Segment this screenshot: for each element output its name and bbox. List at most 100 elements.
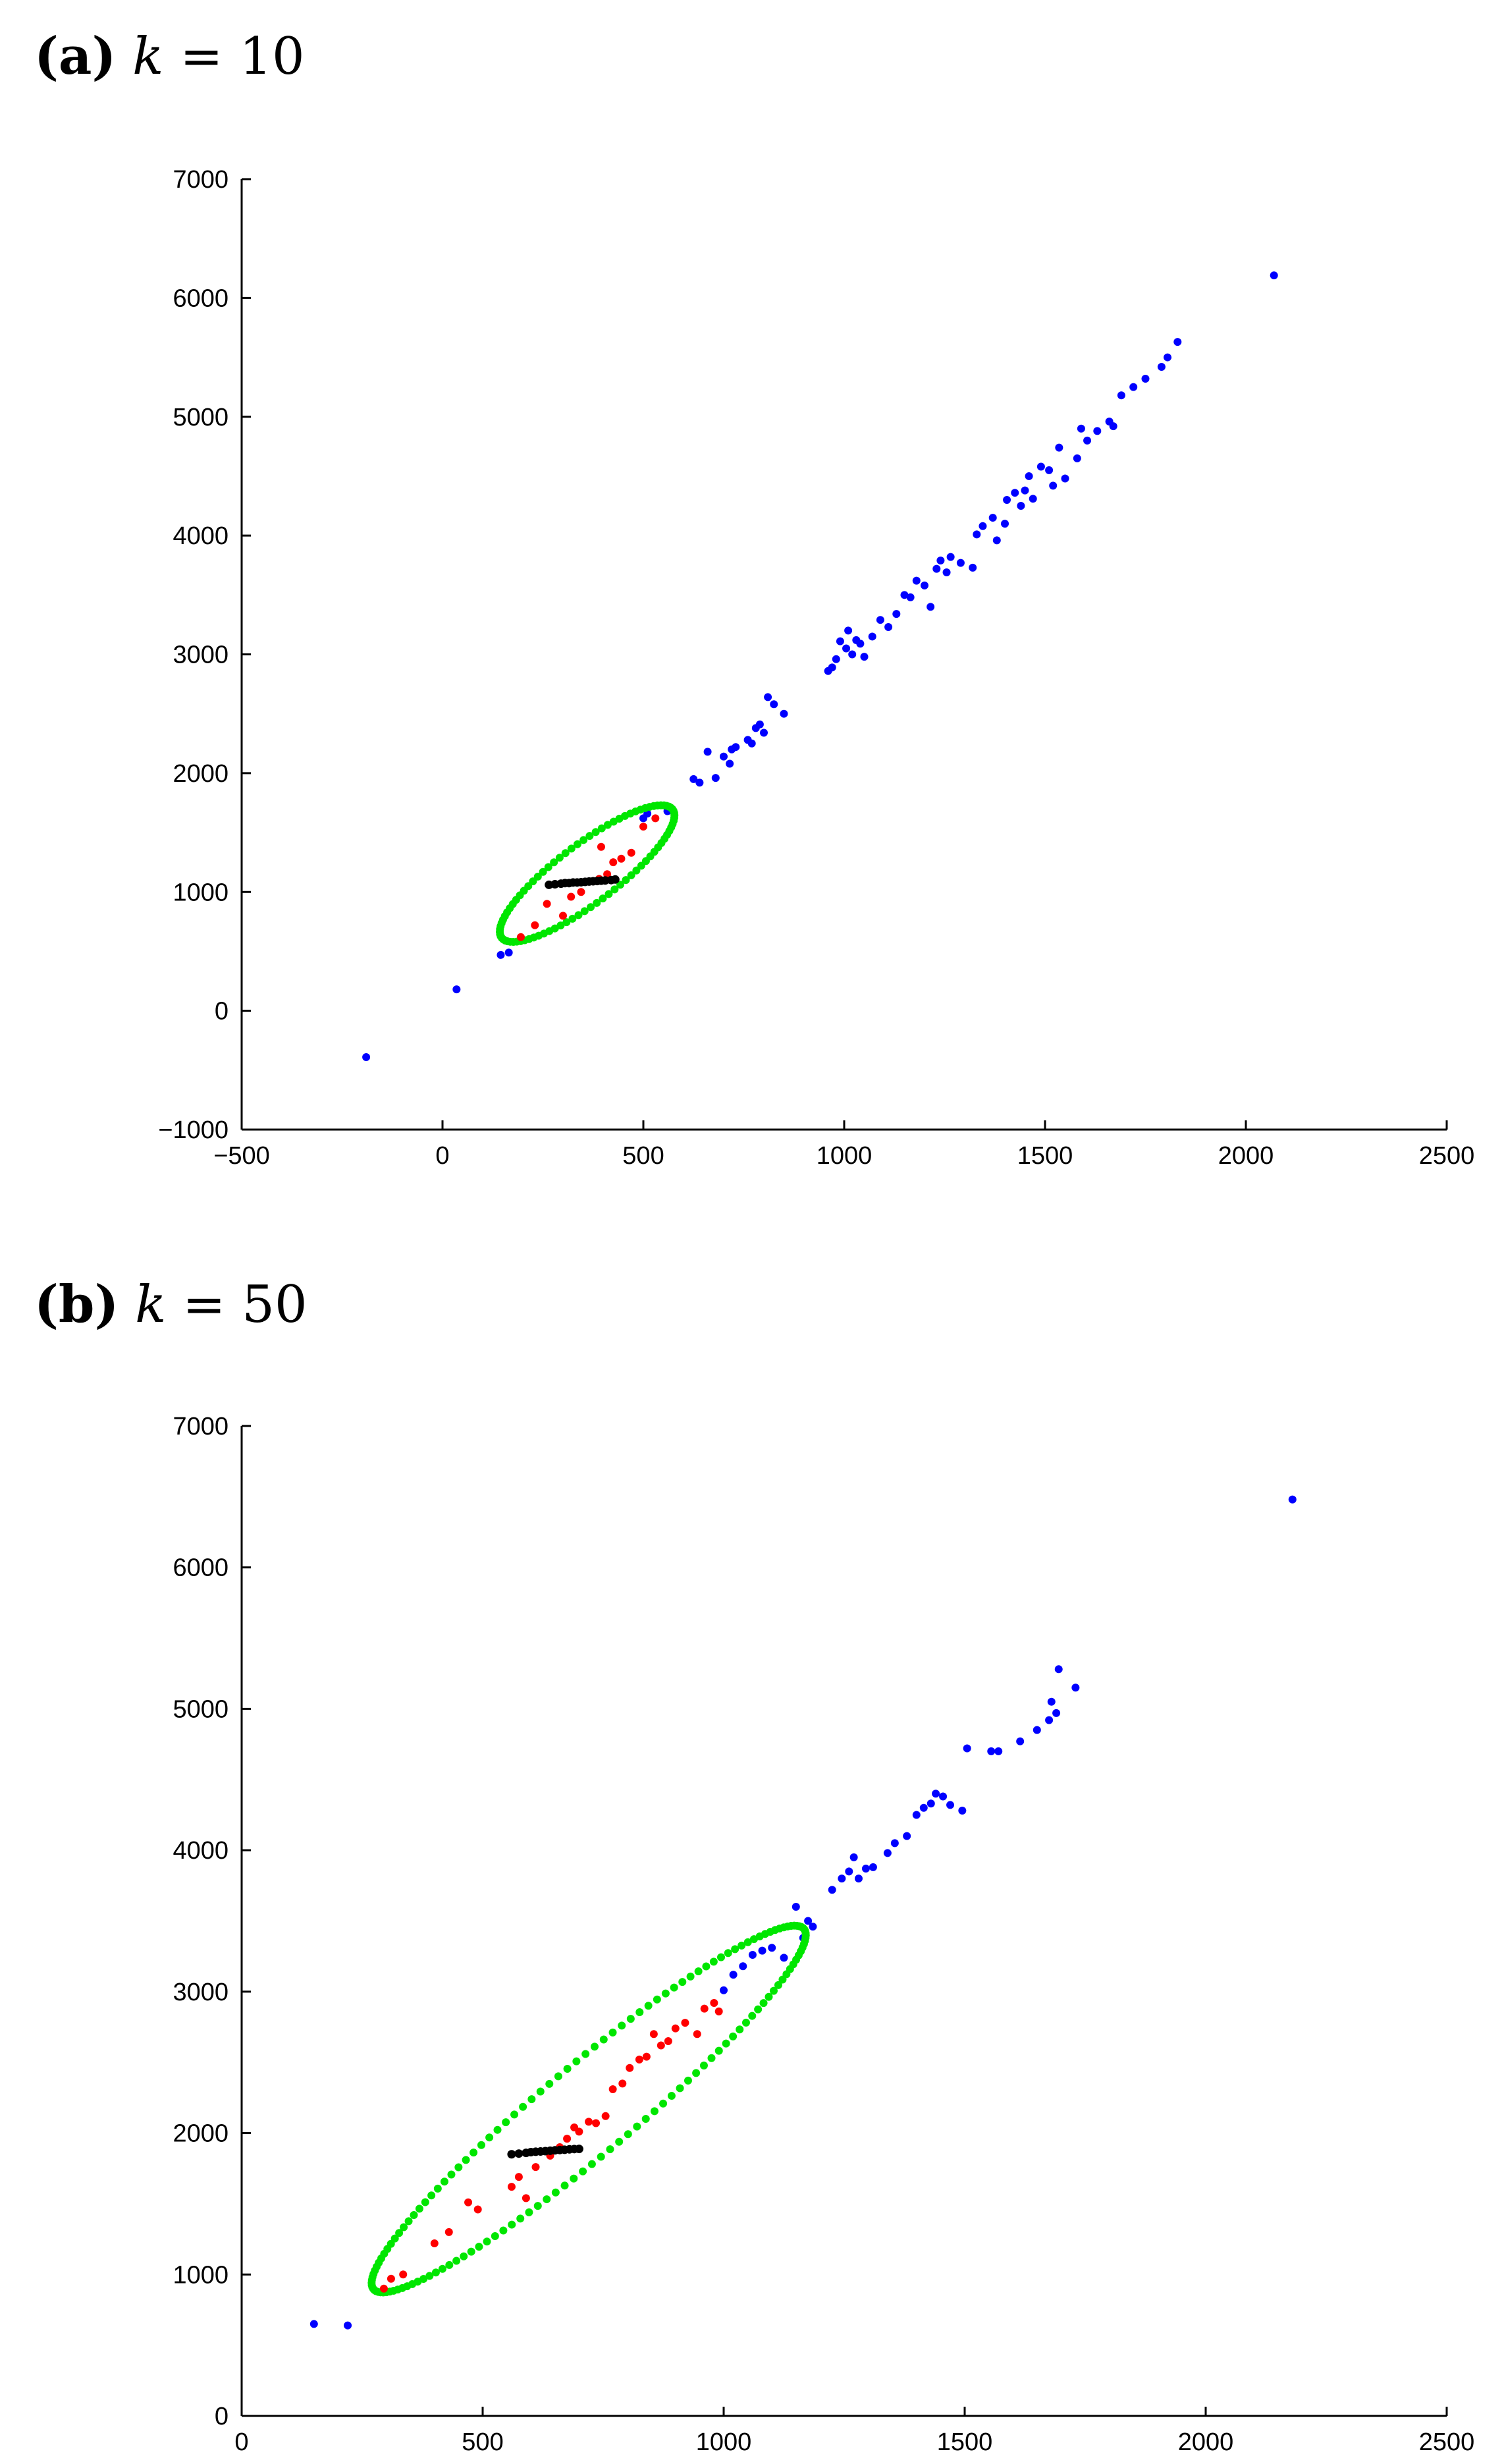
- blue-data-point: [969, 563, 977, 572]
- red-data-point: [710, 1999, 718, 2008]
- blue-data-point: [892, 610, 901, 618]
- red-data-point: [430, 2239, 439, 2248]
- blue-data-point: [739, 1962, 747, 1971]
- blue-data-point: [1021, 486, 1029, 495]
- green-ellipse-point: [765, 1992, 773, 2001]
- green-ellipse-point: [606, 2145, 614, 2154]
- blue-data-point: [946, 1801, 955, 1809]
- green-ellipse-point: [447, 2170, 456, 2179]
- x-tick-label: 2000: [1218, 1142, 1274, 1170]
- blue-data-point: [729, 1971, 738, 1979]
- green-ellipse-point: [454, 2163, 463, 2172]
- black-data-point: [610, 875, 620, 884]
- blue-data-point: [1093, 427, 1102, 435]
- blue-data-point: [1077, 424, 1085, 433]
- red-data-point: [522, 2194, 530, 2203]
- red-data-point: [473, 2205, 482, 2214]
- blue-data-point: [900, 591, 909, 599]
- green-ellipse-point: [475, 2243, 483, 2251]
- blue-data-point: [854, 1875, 863, 1883]
- red-data-point: [379, 2284, 388, 2293]
- blue-data-point: [362, 1053, 371, 1061]
- green-ellipse-point: [716, 1953, 725, 1961]
- blue-data-point: [932, 564, 941, 573]
- y-tick-label: 1000: [173, 2261, 228, 2289]
- blue-data-point: [845, 1867, 853, 1876]
- green-ellipse-point: [653, 1995, 661, 2004]
- green-ellipse-point: [561, 849, 570, 858]
- blue-data-point: [1117, 391, 1125, 400]
- y-tick-label: 4000: [173, 1837, 228, 1865]
- green-ellipse-point: [508, 2220, 516, 2229]
- blue-data-point: [792, 1903, 800, 1911]
- green-ellipse-point: [624, 2130, 632, 2139]
- green-ellipse-point: [609, 817, 618, 826]
- green-ellipse-point: [692, 2069, 701, 2077]
- blue-data-point: [1054, 1665, 1063, 1674]
- green-ellipse-point: [670, 1983, 678, 1992]
- green-ellipse-point: [599, 894, 607, 903]
- blue-data-point: [720, 752, 728, 761]
- blue-data-point: [884, 623, 893, 632]
- blue-data-point: [344, 2321, 352, 2330]
- green-ellipse-point: [440, 2177, 448, 2186]
- blue-data-point: [883, 1849, 892, 1857]
- x-tick-label: 0: [234, 2428, 248, 2456]
- blue-data-point: [1270, 271, 1278, 280]
- panel-a-k-symbol: k: [132, 27, 164, 86]
- blue-data-point: [309, 2320, 318, 2328]
- red-data-point: [516, 933, 525, 941]
- blue-data-point: [987, 1747, 996, 1755]
- y-tick-label: 7000: [173, 166, 228, 194]
- blue-data-point: [452, 985, 461, 994]
- green-ellipse-point: [709, 1958, 718, 1966]
- red-data-point: [609, 858, 618, 867]
- blue-data-point: [809, 1923, 817, 1931]
- blue-data-point: [1003, 496, 1011, 505]
- red-data-point: [649, 2030, 658, 2039]
- y-tick-label: 3000: [173, 1979, 228, 2006]
- red-data-point: [387, 2274, 395, 2283]
- green-ellipse-point: [493, 2125, 502, 2134]
- y-tick-label: 3000: [173, 642, 228, 669]
- green-ellipse-point: [597, 824, 606, 833]
- red-data-point: [575, 2127, 583, 2136]
- green-ellipse-point: [702, 1962, 711, 1971]
- green-ellipse-point: [510, 2110, 519, 2119]
- black-data-point: [574, 2145, 583, 2154]
- blue-data-point: [804, 1917, 813, 1925]
- red-data-point: [651, 814, 660, 823]
- y-tick-label: 4000: [173, 522, 228, 550]
- blue-data-point: [979, 522, 987, 530]
- x-tick-label: 1500: [1017, 1142, 1073, 1170]
- green-ellipse-point: [699, 2062, 708, 2070]
- scatter-plot-a: −500 0 500 1000 1500 2000 2500 −1000 0 1000 2000 30…: [158, 166, 1474, 1170]
- green-ellipse-point: [419, 2274, 428, 2283]
- green-ellipse-point: [556, 921, 565, 930]
- red-data-point: [597, 842, 605, 851]
- green-ellipse-point: [404, 2217, 413, 2226]
- green-ellipse-point: [622, 876, 630, 885]
- green-ellipse-point: [400, 2223, 408, 2231]
- green-ellipse-point: [650, 2107, 658, 2116]
- blue-data-point: [1017, 502, 1025, 510]
- blue-data-point: [755, 720, 764, 728]
- green-ellipse-point: [563, 2064, 572, 2073]
- green-ellipse-point: [525, 2208, 533, 2216]
- green-ellipse-point: [615, 2137, 624, 2146]
- green-ellipse-point: [562, 918, 571, 927]
- red-data-point: [507, 2183, 516, 2191]
- green-ellipse-point: [462, 2156, 470, 2164]
- red-data-point: [617, 854, 626, 863]
- blue-data-point: [1129, 383, 1138, 391]
- green-ellipse-point: [533, 2202, 542, 2210]
- green-ellipse-point: [667, 2092, 676, 2100]
- green-ellipse-point: [738, 1941, 746, 1950]
- blue-data-point: [695, 779, 704, 787]
- green-ellipse-point: [519, 2102, 527, 2111]
- blue-data-point: [868, 632, 876, 641]
- blue-data-point: [1173, 338, 1182, 346]
- green-ellipse-point: [748, 2012, 757, 2020]
- blue-data-point: [1109, 422, 1117, 431]
- blue-data-point: [912, 1811, 921, 1819]
